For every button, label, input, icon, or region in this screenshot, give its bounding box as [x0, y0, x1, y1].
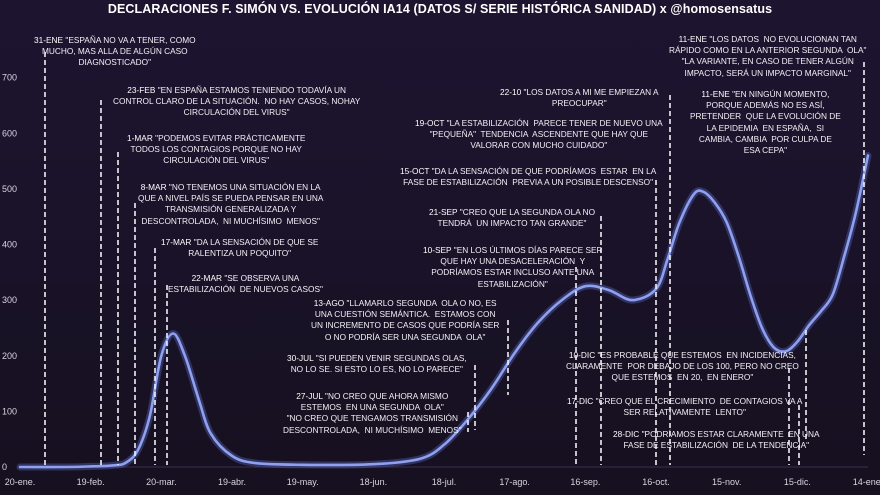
annotation-statement: 1-MAR "PODEMOS EVITAR PRÁCTICAMENTE TODO… — [127, 133, 305, 167]
annotation-statement: 19-OCT "LA ESTABILIZACIÓN PARECE TENER D… — [415, 118, 663, 152]
annotation-quote: "DA LA SENSACIÓN DE QUE SE RALENTIZA UN … — [188, 237, 319, 259]
annotation-date: 31-ENE — [34, 35, 64, 45]
annotation-date: 27-JUL — [296, 391, 323, 401]
annotation-quote: "NO TENEMOS UNA SITUACIÓN EN LA QUE A NI… — [138, 182, 324, 226]
annotation-quote: "EN ESPAÑA ESTAMOS TENIENDO TODAVÍA UN C… — [113, 85, 361, 118]
x-tick-label: 19-feb. — [77, 477, 105, 487]
x-tick-label: 19-may. — [287, 477, 319, 487]
annotation-date: 15-OCT — [400, 166, 430, 176]
annotation-statement: 31-ENE "ESPAÑA NO VA A TENER, COMO MUCHO… — [34, 35, 196, 69]
annotation-quote: "ESPAÑA NO VA A TENER, COMO MUCHO, MAS A… — [41, 35, 196, 68]
x-tick-label: 15-dic. — [784, 477, 811, 487]
y-tick-label: 500 — [2, 184, 17, 194]
y-tick-label: 100 — [2, 406, 17, 416]
annotation-statement: 17-MAR "DA LA SENSACIÓN DE QUE SE RALENT… — [161, 237, 318, 259]
annotation-statement: 23-FEB "EN ESPAÑA ESTAMOS TENIENDO TODAV… — [113, 85, 360, 119]
annotation-statement: 15-OCT "DA LA SENSACIÓN DE QUE PODRÍAMOS… — [400, 166, 656, 188]
annotation-statement: 21-SEP "CREO QUE LA SEGUNDA OLA NO TENDR… — [429, 207, 595, 229]
chart-title: DECLARACIONES F. SIMÓN VS. EVOLUCIÓN IA1… — [107, 2, 773, 16]
annotation-statement: 10-SEP "EN LOS ÚLTIMOS DÍAS PARECE SER Q… — [423, 245, 603, 290]
series-line — [18, 154, 870, 469]
annotation-date: 8-MAR — [140, 182, 167, 192]
x-tick-label: 15-nov. — [712, 477, 741, 487]
x-tick-label: 16-sep. — [570, 477, 600, 487]
y-tick-label: 200 — [2, 351, 17, 361]
y-tick-label: 300 — [2, 295, 17, 305]
x-tick-label: 14-ene. — [853, 477, 880, 487]
annotation-quote: "SI PUEDEN VENIR SEGUNDAS OLAS, NO LO SE… — [290, 353, 467, 375]
annotation-quote: "DA LA SENSACIÓN DE QUE PODRÍAMOS ESTAR … — [403, 166, 657, 188]
annotation-statement: 27-JUL "NO CREO QUE AHORA MISMO ESTEMOS … — [283, 391, 462, 436]
annotation-quote: "PODEMOS EVITAR PRÁCTICAMENTE TODOS LOS … — [130, 133, 306, 166]
annotation-date: 30-JUL — [287, 353, 314, 363]
annotation-date: 17-MAR — [161, 237, 192, 247]
annotation-date: 21-SEP — [429, 207, 458, 217]
annotation-statement: 13-AGO "LLAMARLO SEGUNDA OLA O NO, ES UN… — [311, 298, 499, 343]
annotation-statement: 11-ENE "EN NINGÚN MOMENTO, PORQUE ADEMÁS… — [690, 89, 841, 156]
y-tick-label: 700 — [2, 73, 17, 83]
annotation-date: 22-10 — [500, 87, 522, 97]
annotation-date: 22-MAR — [191, 273, 222, 283]
annotation-statement: 10-DIC "ES PROBABLE QUE ESTEMOS EN INCID… — [566, 350, 799, 384]
annotation-date: 10-DIC — [568, 350, 596, 360]
annotation-quote: "LA ESTABILIZACIÓN PARECE TENER DE NUEVO… — [429, 118, 663, 151]
annotation-date: 13-AGO — [313, 298, 345, 308]
annotation-quote: "EN LOS ÚLTIMOS DÍAS PARECE SER QUE HAY … — [431, 245, 603, 289]
annotation-quote: "LOS DATOS NO EVOLUCIONAN TAN RÁPIDO COM… — [669, 34, 867, 78]
annotation-quote: "SE OBSERVA UNA ESTABILIZACIÓN DE NUEVOS… — [168, 273, 323, 295]
annotation-quote: "CREO QUE EL CRECIMIENTO DE CONTAGIOS VA… — [595, 396, 803, 418]
annotation-quote: "NO CREO QUE AHORA MISMO ESTEMOS EN UNA … — [283, 391, 462, 435]
annotation-date: 19-OCT — [415, 118, 445, 128]
annotation-quote: "EN NINGÚN MOMENTO, PORQUE ADEMÁS NO ES … — [690, 89, 841, 156]
x-tick-label: 18-jun. — [360, 477, 388, 487]
annotation-statement: 8-MAR "NO TENEMOS UNA SITUACIÓN EN LA QU… — [138, 182, 323, 227]
annotation-statement: 30-JUL "SI PUEDEN VENIR SEGUNDAS OLAS, N… — [287, 353, 467, 375]
annotation-statement: 11-ENE "LOS DATOS NO EVOLUCIONAN TAN RÁP… — [669, 34, 867, 79]
x-tick-label: 20-mar. — [146, 477, 177, 487]
x-tick-label: 18-jul. — [432, 477, 457, 487]
x-tick-label: 20-ene. — [5, 477, 36, 487]
annotation-statement: 17-DIC "CREO QUE EL CRECIMIENTO DE CONTA… — [567, 396, 802, 418]
y-tick-label: 600 — [2, 128, 17, 138]
annotation-statement: 22-MAR "SE OBSERVA UNA ESTABILIZACIÓN DE… — [168, 273, 323, 295]
annotation-statement: 22-10 "LOS DATOS A MI ME EMPIEZAN A PREO… — [500, 87, 659, 109]
annotation-date: 11-ENE — [701, 89, 730, 99]
annotation-quote: "CREO QUE LA SEGUNDA OLA NO TENDRÁ UN IM… — [437, 207, 596, 229]
y-tick-label: 0 — [2, 462, 7, 472]
annotation-date: 1-MAR — [127, 133, 153, 143]
annotation-date: 10-SEP — [423, 245, 452, 255]
annotation-statement: 28-DIC "PODRÍAMOS ESTAR CLARAMENTE EN UN… — [613, 429, 820, 451]
x-tick-label: 19-abr. — [218, 477, 246, 487]
annotation-date: 11-ENE — [678, 34, 708, 44]
annotation-quote: "LOS DATOS A MI ME EMPIEZAN A PREOCUPAR" — [523, 87, 659, 109]
annotation-quote: "LLAMARLO SEGUNDA OLA O NO, ES UNA CUEST… — [311, 298, 500, 342]
annotation-date: 23-FEB — [127, 85, 156, 95]
annotation-date: 28-DIC — [613, 429, 640, 439]
annotation-date: 17-DIC — [567, 396, 594, 406]
annotation-quote: "ES PROBABLE QUE ESTEMOS EN INCIDENCIAS,… — [566, 350, 799, 383]
y-tick-label: 400 — [2, 240, 17, 250]
annotation-quote: "PODRÍAMOS ESTAR CLARAMENTE EN UNA FASE … — [623, 429, 820, 451]
x-tick-label: 16-oct. — [642, 477, 670, 487]
x-tick-label: 17-ago. — [499, 477, 530, 487]
